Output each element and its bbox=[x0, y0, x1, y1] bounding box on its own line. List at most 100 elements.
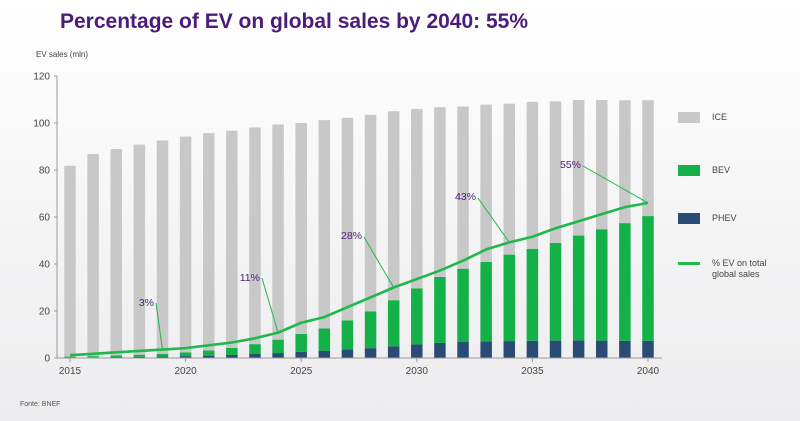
bar-ice-2029 bbox=[387, 111, 400, 301]
bar-bev-2039 bbox=[619, 223, 631, 341]
bar-bev-2020 bbox=[179, 352, 192, 357]
bar-phev-2019 bbox=[156, 356, 169, 358]
bar-ice-2032 bbox=[457, 106, 469, 269]
bar-ice-2022 bbox=[226, 130, 238, 348]
bar-phev-2018 bbox=[133, 356, 146, 358]
bar-ice-2024 bbox=[272, 124, 284, 340]
bar-bev-2023 bbox=[249, 344, 261, 354]
bar-phev-2040 bbox=[642, 340, 654, 358]
annotation-label-2029: 28% bbox=[341, 230, 362, 242]
bar-phev-2027 bbox=[341, 349, 354, 358]
bar-bev-2040 bbox=[642, 216, 654, 341]
bar-bev-2024 bbox=[272, 339, 284, 354]
x-tick-label-2015: 2015 bbox=[59, 366, 82, 377]
bar-bev-2032 bbox=[457, 268, 469, 343]
legend-swatch-ice bbox=[678, 112, 700, 123]
bar-ice-2034 bbox=[503, 103, 516, 255]
bar-bev-2029 bbox=[387, 300, 400, 347]
legend-label-bev: BEV bbox=[712, 165, 731, 175]
y-tick-label-20: 20 bbox=[39, 307, 51, 318]
bar-phev-2030 bbox=[411, 344, 423, 358]
legend-label-ice: ICE bbox=[712, 112, 728, 122]
bar-phev-2034 bbox=[503, 341, 516, 358]
x-tick-label-2020: 2020 bbox=[174, 366, 197, 377]
bar-bev-2017 bbox=[110, 355, 122, 358]
bar-bev-2015 bbox=[64, 356, 76, 358]
bar-ice-2025 bbox=[295, 123, 307, 335]
y-tick-label-60: 60 bbox=[39, 213, 51, 224]
bar-ice-2027 bbox=[341, 117, 354, 321]
bar-phev-2028 bbox=[364, 348, 377, 358]
bar-bev-2033 bbox=[480, 261, 492, 342]
bar-bev-2019 bbox=[156, 353, 169, 357]
bar-ice-2030 bbox=[411, 108, 423, 289]
bar-bev-2028 bbox=[364, 311, 377, 349]
bar-bev-2021 bbox=[202, 350, 215, 356]
annotation-label-2019: 3% bbox=[139, 297, 154, 309]
bar-phev-2037 bbox=[572, 340, 585, 359]
legend-swatch-bev bbox=[678, 165, 700, 176]
x-tick-label-2025: 2025 bbox=[290, 366, 313, 377]
legend-item-bev: BEV bbox=[678, 165, 792, 176]
annotation-label-2034: 43% bbox=[455, 191, 476, 203]
legend-label-phev: PHEV bbox=[712, 213, 737, 223]
bar-ice-2036 bbox=[549, 101, 562, 243]
bar-phev-2038 bbox=[596, 340, 608, 358]
source-note: Fonte: BNEF bbox=[20, 401, 61, 408]
bar-bev-2018 bbox=[133, 354, 146, 357]
bar-ice-2038 bbox=[596, 99, 608, 230]
bar-ice-2017 bbox=[110, 149, 122, 356]
bar-ice-2016 bbox=[87, 154, 99, 357]
bar-bev-2038 bbox=[596, 229, 608, 341]
bar-bev-2022 bbox=[226, 347, 238, 355]
line-group bbox=[69, 201, 649, 357]
bar-bev-2016 bbox=[87, 356, 99, 358]
annotation-label-2040: 55% bbox=[560, 159, 581, 171]
legend-item-phev: PHEV bbox=[678, 213, 792, 224]
bar-ice-2020 bbox=[179, 136, 192, 353]
y-tick-label-80: 80 bbox=[39, 166, 51, 177]
chart-title: Percentage of EV on global sales by 2040… bbox=[60, 10, 529, 33]
bar-phev-2026 bbox=[318, 350, 331, 358]
legend-item-line: % EV on total global sales bbox=[678, 258, 792, 280]
y-tick-label-100: 100 bbox=[33, 119, 50, 130]
x-tick-label-2040: 2040 bbox=[637, 366, 660, 377]
y-tick-label-0: 0 bbox=[44, 354, 50, 365]
annotation-label-2024: 11% bbox=[240, 272, 260, 284]
bar-phev-2039 bbox=[619, 340, 631, 358]
bar-ice-2026 bbox=[318, 120, 331, 329]
legend-item-ice: ICE bbox=[678, 112, 792, 123]
bar-bev-2031 bbox=[434, 276, 446, 343]
bar-bev-2027 bbox=[341, 320, 354, 350]
annotation-leader-2024 bbox=[261, 277, 279, 333]
bar-ice-2031 bbox=[434, 107, 446, 277]
bar-phev-2029 bbox=[387, 346, 400, 358]
bar-ice-2019 bbox=[156, 140, 169, 354]
annotation-leader-2040 bbox=[582, 165, 649, 204]
bar-bev-2030 bbox=[411, 288, 423, 345]
x-tick-label-2030: 2030 bbox=[406, 366, 429, 377]
bar-ice-2033 bbox=[480, 104, 492, 262]
bar-ice-2028 bbox=[364, 114, 377, 312]
bar-bev-2034 bbox=[503, 254, 516, 342]
bar-phev-2032 bbox=[457, 342, 469, 358]
annotation-leader-2029 bbox=[363, 236, 395, 288]
bar-phev-2024 bbox=[272, 353, 284, 358]
bar-phev-2022 bbox=[226, 354, 238, 358]
bar-ice-2021 bbox=[202, 133, 215, 351]
bar-phev-2020 bbox=[179, 356, 192, 358]
bar-phev-2021 bbox=[202, 355, 215, 358]
bar-phev-2036 bbox=[549, 340, 562, 358]
bar-phev-2035 bbox=[526, 340, 539, 358]
bar-ice-2040 bbox=[642, 100, 654, 217]
annotation-leader-2034 bbox=[477, 197, 510, 243]
annotations-group: 3% 11% 28% 43% 55% bbox=[139, 159, 649, 350]
annotation-leader-2019 bbox=[155, 302, 163, 350]
bar-ice-2037 bbox=[572, 99, 585, 236]
bar-bev-2025 bbox=[295, 334, 307, 352]
bar-bev-2037 bbox=[572, 235, 585, 341]
bar-bev-2035 bbox=[526, 248, 539, 341]
bars-group bbox=[64, 99, 654, 359]
